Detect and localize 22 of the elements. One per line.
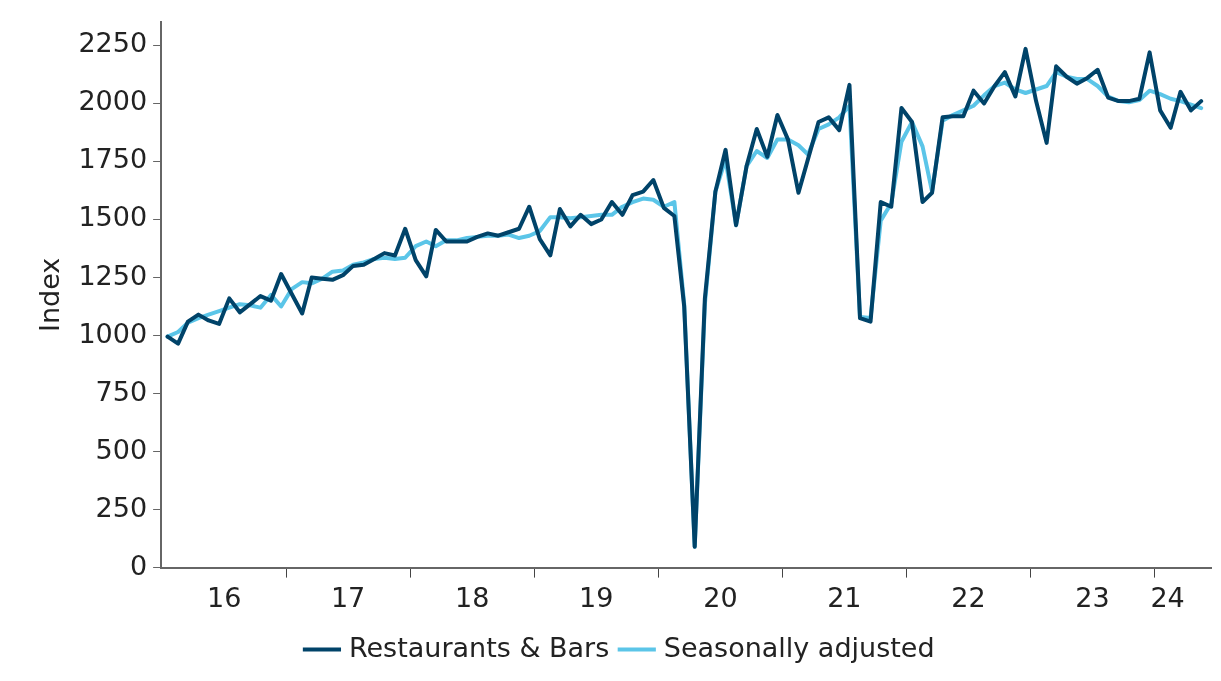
y-tick-label: 1250 xyxy=(78,259,148,291)
x-tick-label: 24 xyxy=(1150,581,1185,613)
x-tick-label: 20 xyxy=(703,581,738,613)
y-tick-label: 750 xyxy=(95,375,148,407)
y-tick-label: 0 xyxy=(129,549,148,581)
y-tick-label: 1000 xyxy=(78,317,148,349)
x-tick-label: 23 xyxy=(1075,581,1110,613)
y-tick-label: 2250 xyxy=(78,27,148,59)
x-tick-label: 22 xyxy=(951,581,986,613)
x-tick-label: 18 xyxy=(454,581,490,613)
y-tick-label: 1750 xyxy=(78,143,148,175)
x-tick-label: 21 xyxy=(827,581,862,613)
x-tick-label: 16 xyxy=(207,581,242,613)
x-tick-label: 17 xyxy=(330,581,366,613)
y-tick-label: 1500 xyxy=(78,201,148,233)
legend-label: Seasonally adjusted xyxy=(663,631,935,663)
legend-label: Restaurants & Bars xyxy=(348,631,610,663)
y-tick-label: 500 xyxy=(95,433,148,465)
y-tick-label: 250 xyxy=(95,491,148,523)
x-tick-label: 19 xyxy=(579,581,614,613)
y-tick-label: 2000 xyxy=(78,85,148,117)
y-axis-title: Index xyxy=(34,257,66,333)
